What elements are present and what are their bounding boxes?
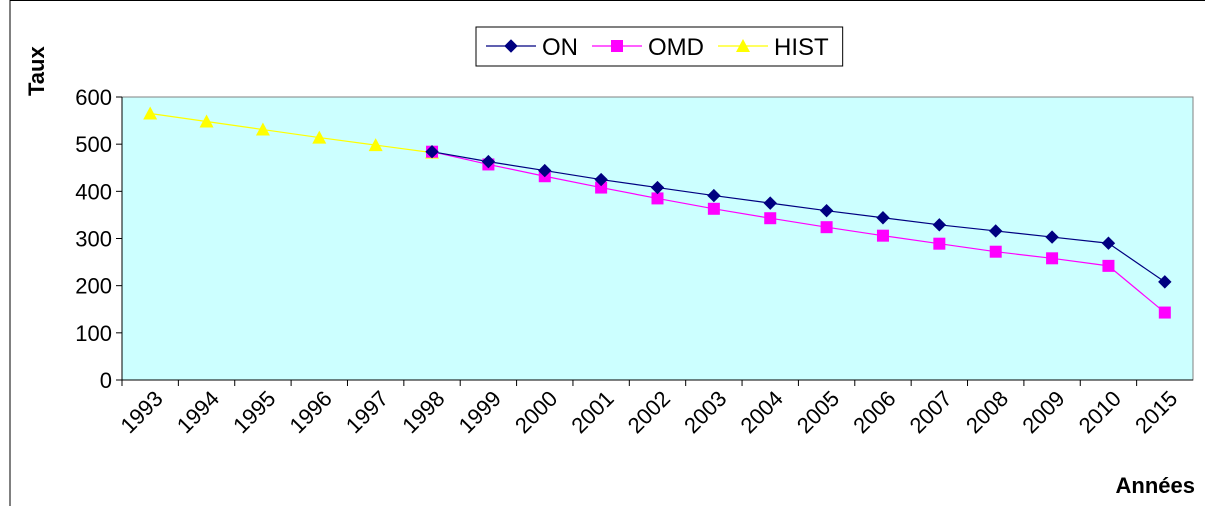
- marker: [1045, 230, 1059, 244]
- x-tick-label: 1998: [397, 386, 449, 438]
- marker: [312, 130, 327, 144]
- y-tick-label: 300: [75, 227, 112, 252]
- legend-box: [475, 26, 844, 67]
- marker: [538, 163, 552, 178]
- marker: [763, 196, 777, 210]
- marker: [1102, 259, 1115, 272]
- marker: [1158, 306, 1171, 319]
- x-tick-label: 1996: [285, 386, 337, 438]
- marker: [1046, 252, 1059, 265]
- x-tick-label: 1995: [228, 386, 280, 438]
- marker: [650, 180, 665, 195]
- marker: [651, 192, 664, 205]
- marker: [255, 122, 270, 136]
- marker: [611, 40, 623, 52]
- marker: [764, 212, 777, 225]
- marker: [932, 218, 947, 232]
- x-tick-label: 1997: [341, 386, 393, 438]
- marker: [425, 145, 439, 159]
- x-tick-label: 2005: [792, 386, 844, 438]
- y-tick-label: 600: [75, 85, 112, 110]
- x-tick-label: 2015: [1130, 386, 1182, 438]
- marker: [707, 188, 721, 203]
- legend-label: ON: [542, 34, 578, 61]
- series-line: [431, 151, 1166, 283]
- marker: [143, 106, 158, 120]
- y-axis-label: Taux: [24, 46, 49, 96]
- legend-label: HIST: [774, 34, 829, 61]
- x-tick-label: 2008: [961, 386, 1013, 438]
- plot-area: [121, 96, 1194, 381]
- x-tick-label: 1999: [454, 386, 506, 438]
- marker: [481, 154, 496, 169]
- marker: [199, 114, 214, 128]
- y-tick-label: 200: [75, 274, 112, 299]
- marker: [876, 229, 889, 242]
- marker: [989, 224, 1003, 238]
- y-tick-label: 400: [75, 179, 112, 204]
- series-line: [150, 112, 433, 154]
- legend: ON OMD HIST: [475, 26, 844, 67]
- x-tick-label: 2010: [1074, 386, 1126, 438]
- x-tick-label: 2009: [1017, 386, 1069, 438]
- y-tick-label: 0: [100, 368, 112, 393]
- x-tick-label: 2003: [679, 386, 731, 438]
- marker: [1158, 275, 1172, 289]
- legend-label: OMD: [648, 34, 704, 61]
- series-line: [431, 151, 1166, 314]
- marker: [1101, 236, 1116, 250]
- marker: [504, 39, 518, 53]
- marker: [933, 237, 946, 250]
- x-tick-label: 2004: [735, 386, 787, 438]
- marker: [594, 172, 608, 187]
- x-tick-label: 2002: [623, 386, 675, 438]
- marker: [820, 221, 833, 234]
- x-tick-label: 1993: [115, 386, 167, 438]
- marker: [876, 211, 890, 225]
- x-tick-label: 2000: [510, 386, 562, 438]
- y-tick-label: 500: [75, 132, 112, 157]
- marker: [368, 138, 383, 152]
- x-tick-label: 1994: [172, 386, 224, 438]
- marker: [595, 181, 608, 194]
- marker: [819, 203, 834, 218]
- marker: [736, 39, 750, 52]
- marker: [989, 245, 1002, 258]
- x-tick-label: 2006: [848, 386, 900, 438]
- x-tick-label: 2001: [566, 386, 618, 438]
- marker: [707, 202, 720, 215]
- y-tick-label: 100: [75, 321, 112, 346]
- x-tick-label: 2007: [905, 386, 957, 438]
- x-axis-label: Années: [1116, 473, 1195, 498]
